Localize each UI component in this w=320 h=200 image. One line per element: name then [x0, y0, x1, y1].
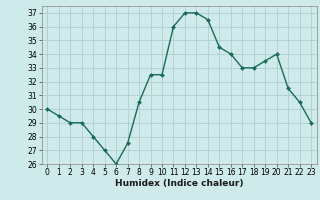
X-axis label: Humidex (Indice chaleur): Humidex (Indice chaleur) — [115, 179, 244, 188]
